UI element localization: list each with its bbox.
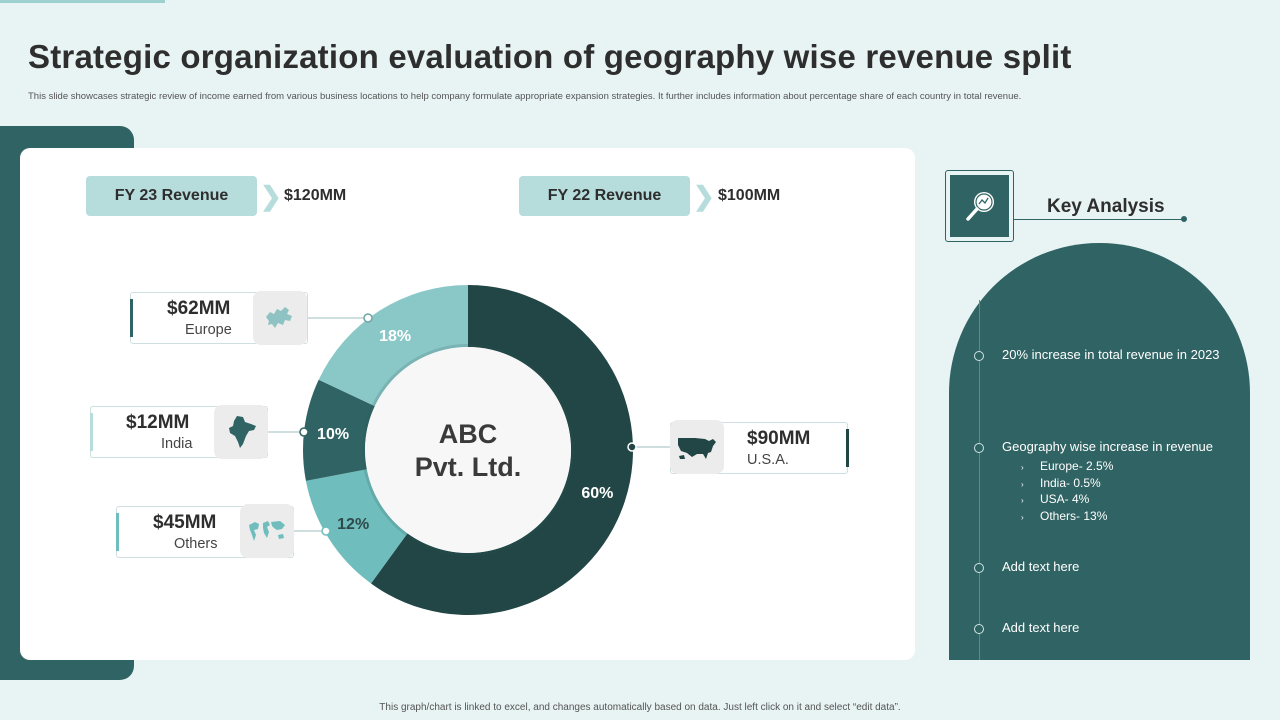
fy22-revenue-label: FY 22 Revenue	[519, 176, 690, 216]
india-connector-dot	[299, 427, 309, 437]
callout-accent-bar	[116, 513, 119, 551]
slice-percent-label: 18%	[379, 328, 411, 345]
india-label: India	[161, 436, 193, 452]
europe-label: Europe	[185, 322, 232, 338]
donut-slices	[303, 285, 633, 615]
callout-accent-bar	[90, 413, 93, 451]
fy22-revenue-value: $100MM	[718, 187, 781, 204]
usa-connector-dot	[627, 442, 637, 452]
india-amount: $12MM	[126, 412, 190, 433]
fy23-revenue-label: FY 23 Revenue	[86, 176, 257, 216]
europe-map-icon	[253, 291, 307, 345]
callout-accent-bar	[130, 299, 133, 337]
slice-labels: 60% 12% 10% 18%	[317, 328, 613, 533]
center-label-line1: ABC	[439, 419, 498, 449]
callout-accent-bar	[846, 429, 849, 467]
donut-slice-others	[305, 469, 408, 584]
timeline-dot	[974, 443, 984, 453]
timeline-line	[979, 300, 980, 660]
key-analysis-item-text: 20% increase in total revenue in 2023	[1002, 347, 1220, 362]
usa-amount: $90MM	[747, 428, 811, 449]
donut-slice-usa	[371, 285, 633, 615]
key-analysis-title: Key Analysis	[1047, 196, 1165, 217]
timeline-dot	[974, 563, 984, 573]
key-analysis-icon-frame	[945, 170, 1014, 242]
slice-percent-label: 10%	[317, 426, 349, 443]
donut-slice-europe	[318, 285, 468, 407]
sublist-item: › Others- 13%	[1021, 508, 1108, 523]
sublist-item: › Europe- 2.5%	[1021, 459, 1114, 473]
timeline-dot	[974, 351, 984, 361]
key-analysis-item-text: Add text here	[1002, 559, 1080, 574]
timeline-dot	[974, 624, 984, 634]
usa-map-icon	[670, 420, 724, 474]
slice-percent-label: 12%	[337, 516, 369, 533]
center-label-line2: Pvt. Ltd.	[415, 452, 522, 482]
usa-label: U.S.A.	[747, 452, 789, 468]
footnote: This graph/chart is linked to excel, and…	[379, 702, 901, 713]
world-map-icon	[240, 504, 294, 558]
page-title: Strategic organization evaluation of geo…	[28, 38, 1072, 75]
key-analysis-line-dot	[1181, 216, 1187, 222]
key-analysis-item-text: Add text here	[1002, 620, 1080, 635]
key-analysis-panel	[949, 243, 1250, 660]
key-analysis-item-text: Geography wise increase in revenue	[1002, 439, 1214, 454]
donut-center	[365, 347, 571, 553]
magnifier-chart-icon	[950, 175, 1009, 237]
donut-slice-india	[303, 379, 375, 481]
others-amount: $45MM	[153, 512, 217, 533]
fy23-revenue-value: $120MM	[284, 187, 347, 204]
key-analysis-underline	[1014, 219, 1184, 220]
sublist-item: › India- 0.5%	[1021, 475, 1101, 490]
europe-connector-dot	[363, 313, 373, 323]
europe-amount: $62MM	[167, 298, 231, 319]
india-map-icon	[214, 405, 268, 459]
key-analysis-sublist: › Europe- 2.5% › India- 0.5% › USA- 4% › Oth…	[1021, 459, 1113, 525]
page-subtitle: This slide showcases strategic review of…	[28, 91, 1022, 102]
slice-percent-label: 60%	[581, 485, 613, 502]
others-connector-dot	[321, 526, 331, 536]
others-label: Others	[174, 536, 218, 552]
top-accent-line	[0, 0, 165, 3]
sublist-item: › USA- 4%	[1021, 492, 1090, 507]
